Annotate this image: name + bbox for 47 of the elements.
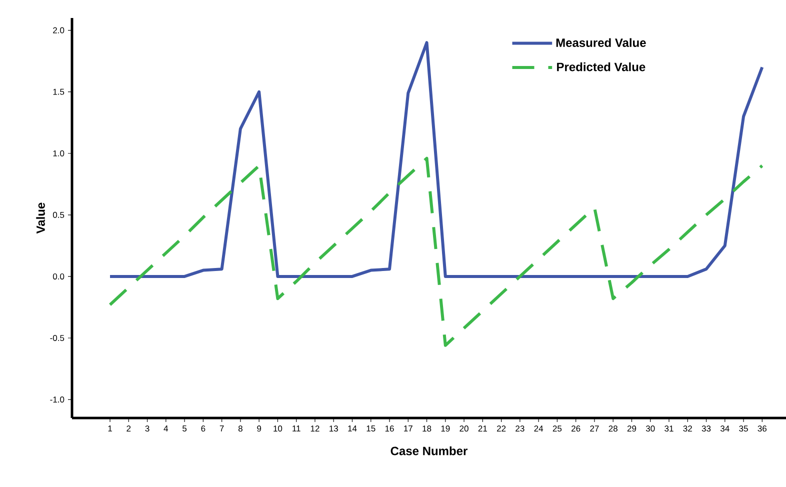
x-tick-label: 14 [348, 426, 357, 432]
x-tick-label: 10 [274, 426, 282, 432]
x-tick-label: 28 [608, 426, 618, 432]
x-tick-label: 25 [552, 426, 562, 432]
x-tick-label: 22 [497, 426, 506, 432]
x-tick-label: 30 [646, 426, 655, 432]
x-tick-label: 19 [441, 426, 450, 432]
x-tick-label: 8 [238, 426, 242, 432]
x-tick-label: 33 [702, 426, 711, 432]
x-tick-label: 13 [330, 426, 338, 432]
x-tick-label: 3 [145, 426, 150, 432]
x-axis-title: Case Number [390, 446, 468, 456]
x-tick-label: 18 [422, 426, 432, 432]
x-tick-label: 34 [720, 426, 730, 432]
x-tick-label: 20 [460, 426, 468, 432]
y-tick-label: 2.0 [53, 27, 64, 34]
x-tick-label: 27 [590, 426, 599, 432]
x-tick-label: 6 [201, 426, 206, 432]
x-tick-label: 1 [108, 426, 112, 432]
x-tick-label: 15 [366, 426, 376, 432]
legend-label: Measured Value [556, 38, 646, 47]
x-tick-label: 12 [310, 426, 320, 432]
x-tick-label: 23 [516, 426, 524, 432]
y-tick-label: 0.0 [52, 273, 64, 280]
x-tick-label: 32 [683, 426, 692, 432]
x-tick-label: 21 [478, 426, 487, 432]
x-tick-label: 4 [164, 426, 168, 432]
x-tick-label: 9 [257, 426, 262, 432]
y-tick-label: -1.0 [50, 396, 64, 403]
x-tick-label: 7 [220, 426, 224, 432]
x-tick-label: 2 [126, 426, 131, 432]
y-tick-label: 1.0 [53, 150, 64, 156]
x-tick-label: 26 [572, 426, 580, 432]
y-axis-title: Value [36, 202, 45, 234]
y-tick-label: 1.5 [53, 88, 64, 95]
x-tick-label: 11 [292, 426, 300, 432]
x-tick-label: 36 [758, 426, 767, 432]
x-tick-label: 24 [534, 426, 544, 432]
y-tick-label: 0.5 [52, 212, 64, 218]
x-tick-label: 31 [664, 426, 674, 432]
x-tick-label: 17 [404, 426, 412, 432]
y-tick-label: -0.5 [50, 334, 64, 342]
x-tick-label: 35 [739, 426, 748, 432]
x-tick-label: 16 [385, 426, 394, 432]
x-tick-label: 29 [627, 426, 636, 432]
x-tick-label: 5 [182, 426, 187, 432]
legend-label: Predicted Value [557, 62, 646, 72]
